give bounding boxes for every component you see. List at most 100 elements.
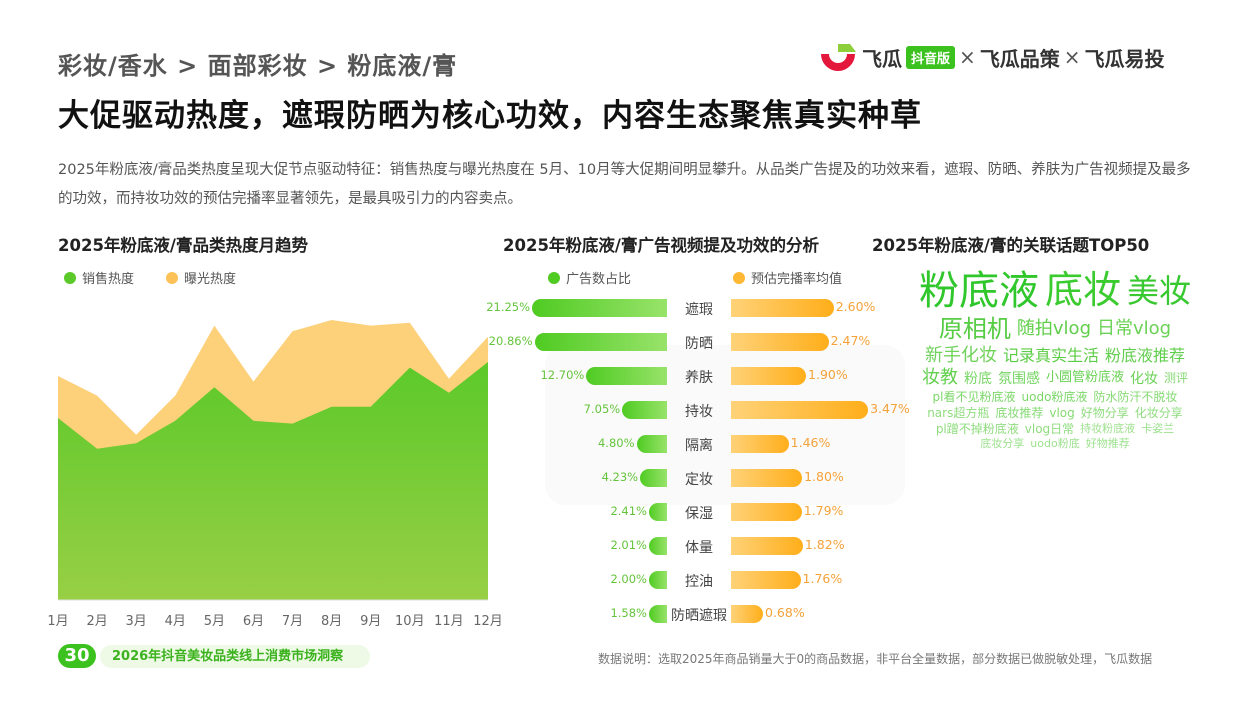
- data-note: 数据说明：选取2025年商品销量大于0的商品数据，非平台全量数据，部分数据已做脱…: [598, 652, 1153, 666]
- word: 好物分享: [1080, 405, 1129, 420]
- legend-exposure: 曝光热度: [166, 268, 236, 287]
- word: 粉底液推荐: [1105, 345, 1186, 365]
- ad-share-bar: [532, 299, 667, 317]
- word: 好物推荐: [1085, 437, 1130, 451]
- ad-share-label: 12.70%: [540, 368, 585, 382]
- effect-label: 体量: [685, 540, 713, 556]
- completion-bar: [731, 299, 834, 317]
- x-tick-label: 12月: [473, 614, 503, 629]
- x-tick-label: 1月: [47, 614, 69, 629]
- word: 随拍vlog: [1016, 318, 1091, 340]
- word: 美妆: [1127, 271, 1192, 310]
- completion-label: 1.82%: [804, 537, 845, 552]
- logo-yitou: 飞瓜易投: [1084, 46, 1165, 71]
- completion-bar: [731, 537, 803, 555]
- word: uodo粉底: [1030, 437, 1080, 451]
- word: 小圆管粉底液: [1045, 370, 1124, 386]
- page-title: 大促驱动热度，遮瑕防晒为核心功效，内容生态聚焦真实种草: [58, 98, 922, 134]
- legend-dot: [733, 271, 745, 284]
- effect-label: 养肤: [685, 370, 713, 386]
- ad-share-label: 4.80%: [597, 436, 635, 450]
- ad-share-label: 21.25%: [486, 300, 531, 314]
- word: 记录真实生活: [1002, 345, 1099, 365]
- word: nars超方瓶: [927, 405, 990, 420]
- legend-completion: 预估完播率均值: [733, 268, 842, 287]
- ad-share-bar: [649, 537, 667, 555]
- legend-label: 曝光热度: [184, 272, 237, 287]
- word: 化妆: [1130, 370, 1158, 387]
- bar-chart-title: 2025年粉底液/膏广告视频提及功效的分析: [503, 236, 819, 255]
- word: 化妆分享: [1134, 405, 1183, 420]
- area-series-sales: [58, 362, 488, 600]
- x-tick-label: 4月: [164, 614, 186, 629]
- word: vlog: [1049, 405, 1075, 420]
- completion-bar: [731, 605, 763, 623]
- ad-share-bar: [640, 469, 667, 487]
- legend-dot: [548, 271, 560, 284]
- brand-logo: 飞瓜 抖音版 × 飞瓜品策 × 飞瓜易投: [818, 42, 1165, 72]
- completion-bar: [731, 469, 803, 487]
- word: 氛围感: [997, 370, 1040, 387]
- x-tick-label: 10月: [395, 614, 425, 629]
- word: 原相机: [938, 315, 1011, 343]
- feigua-logo-icon: [821, 44, 856, 71]
- word: pl看不见粉底液: [932, 389, 1016, 404]
- legend-dot: [64, 271, 76, 284]
- completion-label: 3.47%: [870, 401, 910, 416]
- report-name: 2026年抖音美妆品类线上消费市场洞察: [100, 645, 370, 668]
- completion-label: 1.76%: [802, 571, 843, 586]
- x-tick-label: 9月: [360, 614, 382, 629]
- page-number: 30: [58, 644, 96, 668]
- ad-share-label: 2.41%: [610, 504, 647, 518]
- ad-share-label: 2.01%: [610, 538, 647, 552]
- completion-bar: [731, 435, 789, 453]
- effect-label: 定妆: [685, 472, 713, 488]
- completion-label: 1.46%: [790, 435, 831, 450]
- wordcloud-title: 2025年粉底液/膏的关联话题TOP50: [872, 236, 1150, 255]
- legend-label: 广告数占比: [566, 272, 632, 287]
- word: vlog日常: [1024, 421, 1075, 436]
- x-tick-label: 8月: [320, 614, 343, 629]
- ad-share-label: 4.23%: [601, 470, 639, 484]
- ad-share-bar: [636, 435, 667, 453]
- completion-bar: [731, 401, 869, 419]
- logo-pince: 飞瓜品策: [979, 46, 1060, 71]
- completion-label: 0.68%: [765, 605, 805, 620]
- effect-label: 防晒: [685, 336, 713, 352]
- word: uodo粉底液: [1021, 389, 1088, 404]
- description: 2025年粉底液/膏品类热度呈现大促节点驱动特征：销售热度与曝光热度在 5月、1…: [58, 162, 1191, 207]
- effect-label: 持妆: [685, 404, 713, 420]
- word: 日常vlog: [1097, 318, 1172, 340]
- x-tick-label: 3月: [125, 614, 147, 629]
- completion-bar: [731, 367, 807, 385]
- effect-label: 防晒遮瑕: [671, 608, 727, 624]
- logo-separator: ×: [1063, 45, 1081, 69]
- word: 妆教: [921, 367, 958, 389]
- effect-label: 遮瑕: [685, 302, 713, 318]
- area-chart-title: 2025年粉底液/膏品类热度月趋势: [58, 236, 308, 255]
- word: 底妆: [1044, 268, 1121, 313]
- legend-label: 预估完播率均值: [751, 272, 843, 287]
- effect-label: 保湿: [685, 506, 713, 522]
- completion-bar: [731, 503, 802, 521]
- completion-label: 2.47%: [830, 333, 871, 348]
- breadcrumb: 彩妆/香水 > 面部彩妆 > 粉底液/膏: [58, 52, 458, 80]
- word: pl蹭不掉粉底液: [935, 421, 1019, 436]
- word: 防水防汗不脱妆: [1093, 389, 1178, 404]
- completion-label: 1.90%: [808, 367, 848, 382]
- word: 粉底液: [918, 268, 1039, 314]
- x-tick-label: 11月: [434, 614, 464, 629]
- ad-share-bar: [649, 571, 667, 589]
- logo-badge: 抖音版: [906, 45, 956, 69]
- x-tick-label: 2月: [86, 614, 108, 629]
- x-tick-label: 7月: [281, 614, 304, 629]
- completion-label: 2.60%: [835, 299, 876, 314]
- legend-dot: [166, 271, 178, 284]
- wordcloud: 粉底液 底妆 美妆 原相机 随拍vlog 日常vlog 新手化妆 记录真实生活 粉底液推荐 妆教粉…: [915, 268, 1195, 628]
- ad-share-bar: [622, 401, 667, 419]
- legend-ad-share: 广告数占比: [548, 268, 631, 287]
- word: 底妆推荐: [995, 405, 1044, 420]
- x-tick-label: 6月: [242, 614, 265, 629]
- ad-share-bar: [534, 333, 667, 351]
- ad-share-label: 20.86%: [488, 334, 533, 348]
